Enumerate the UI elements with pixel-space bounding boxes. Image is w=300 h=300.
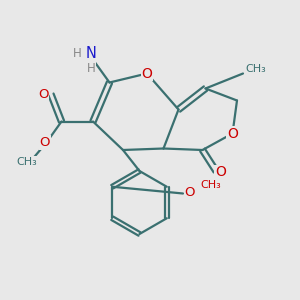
Text: H: H bbox=[73, 47, 82, 61]
Text: CH₃: CH₃ bbox=[245, 64, 266, 74]
Text: O: O bbox=[142, 67, 152, 80]
Text: O: O bbox=[184, 185, 195, 199]
Text: O: O bbox=[215, 166, 226, 179]
Text: O: O bbox=[38, 88, 49, 101]
Text: N: N bbox=[86, 46, 97, 61]
Text: CH₃: CH₃ bbox=[16, 157, 37, 167]
Text: H: H bbox=[87, 61, 96, 75]
Text: CH₃: CH₃ bbox=[200, 179, 221, 190]
Text: O: O bbox=[40, 136, 50, 149]
Text: O: O bbox=[227, 127, 238, 140]
